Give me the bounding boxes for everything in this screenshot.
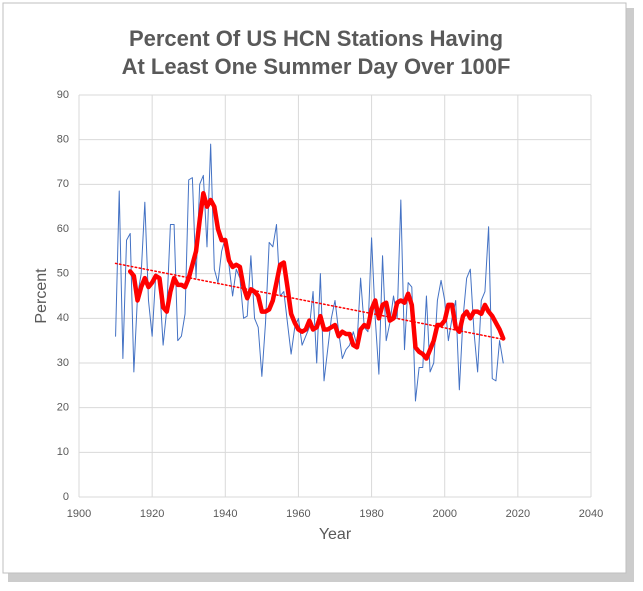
x-tick-label: 2020 <box>506 508 530 520</box>
y-tick-label: 20 <box>57 402 69 414</box>
x-tick-label: 1960 <box>286 508 310 520</box>
frame <box>2 2 627 574</box>
y-tick-label: 0 <box>63 491 69 503</box>
y-tick-label: 60 <box>57 223 69 235</box>
y-tick-label: 80 <box>57 134 69 146</box>
y-tick-label: 70 <box>57 178 69 190</box>
y-tick-label: 10 <box>57 446 69 458</box>
y-tick-label: 50 <box>57 268 69 280</box>
y-tick-label: 40 <box>57 312 69 324</box>
data-line <box>115 143 504 402</box>
x-tick-label: 2000 <box>432 508 456 520</box>
y-tick-label: 90 <box>57 89 69 101</box>
chart-title: Percent Of US HCN Stations Having <box>129 26 503 51</box>
trend-line <box>114 262 504 341</box>
y-tick-label: 30 <box>57 357 69 369</box>
y-axis-label: Percent <box>33 268 50 324</box>
x-tick-label: 2040 <box>579 508 603 520</box>
x-tick-label: 1920 <box>140 508 164 520</box>
x-tick-label: 1940 <box>213 508 237 520</box>
x-tick-label: 1900 <box>67 508 91 520</box>
chart-title: At Least One Summer Day Over 100F <box>122 54 511 79</box>
x-tick-label: 1980 <box>359 508 383 520</box>
x-axis-label: Year <box>319 526 352 543</box>
data-line <box>127 191 506 361</box>
